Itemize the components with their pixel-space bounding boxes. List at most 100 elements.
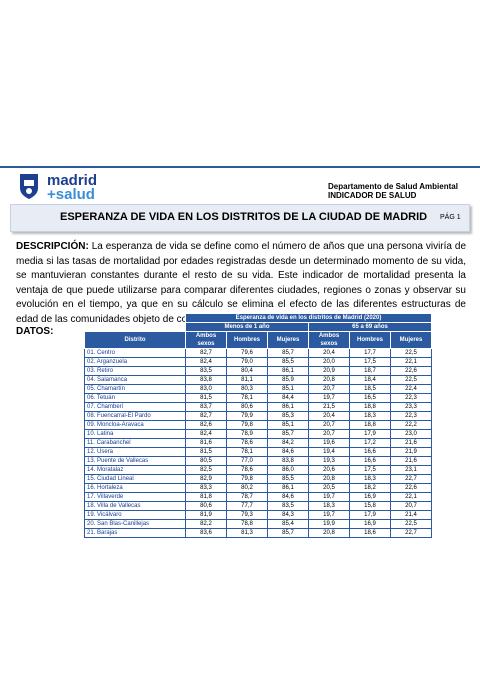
table-cell: 78,7: [226, 492, 268, 502]
table-cell: 85,7: [267, 429, 309, 439]
table-cell: 04. Salamanca: [84, 375, 186, 385]
table-cell: 18,3: [349, 474, 391, 484]
table-cell: 19,7: [308, 492, 350, 502]
table-cell: 17,7: [349, 348, 391, 358]
table-row: 16. Hortaleza 83,3 80,2 86,1 20,5 18,2 22,6: [84, 483, 432, 493]
table-cell: 16,9: [349, 492, 391, 502]
table-cell: Mujeres: [390, 331, 432, 349]
table-cell: 20,0: [308, 357, 350, 367]
table-cell: 22,5: [390, 348, 432, 358]
table-cell: 84,2: [267, 438, 309, 448]
table-cell: 85,4: [267, 519, 309, 529]
table-cell: 18,8: [349, 402, 391, 412]
table-cell: 20,7: [390, 501, 432, 511]
table-cell: 86,1: [267, 483, 309, 493]
table-cell: 81,9: [185, 510, 227, 520]
table-cell: 82,5: [185, 465, 227, 475]
table-row: 03. Retiro 83,5 80,4 86,1 20,9 18,7 22,6: [84, 366, 432, 376]
table-cell: 79,3: [226, 510, 268, 520]
table-cell: 84,4: [267, 393, 309, 403]
table-cell: 18,8: [349, 420, 391, 430]
table-cell: 18,4: [349, 375, 391, 385]
table-cell: 79,8: [226, 474, 268, 484]
table-cell: 18,3: [349, 411, 391, 421]
table-cell: 17,9: [349, 510, 391, 520]
data-table: Esperanza de vida en los distritos de Ma…: [84, 313, 432, 538]
table-cell: 09. Moncloa-Aravaca: [84, 420, 186, 430]
table-cell: 82,7: [185, 411, 227, 421]
table-cell: 22,6: [390, 366, 432, 376]
table-cell: 20,6: [308, 465, 350, 475]
table-cell: 83,8: [267, 456, 309, 466]
table-cell: 20,8: [308, 528, 350, 538]
table-row: 10. Latina 82,4 78,9 85,7 20,7 17,9 23,0: [84, 429, 432, 439]
logo-text: madrid: [47, 172, 98, 189]
table-row: Menos de 1 año 65 a 69 años: [85, 322, 432, 332]
table-cell: 21. Barajas: [84, 528, 186, 538]
table-cell: 18,6: [349, 528, 391, 538]
table-cell: 03. Retiro: [84, 366, 186, 376]
table-cell: 77,0: [226, 456, 268, 466]
table-cell: 22,3: [390, 393, 432, 403]
table-cell: 19,9: [308, 519, 350, 529]
table-cell: Ambos sexos: [185, 331, 227, 349]
table-cell: 83,3: [185, 483, 227, 493]
table-cell: 20,7: [308, 429, 350, 439]
table-cell: 16,9: [349, 519, 391, 529]
table-cell: 81,8: [185, 492, 227, 502]
table-row: 12. Usera 81,5 78,1 84,6 19,4 16,6 21,9: [84, 447, 432, 457]
table-cell: 83,6: [185, 528, 227, 538]
table-cell: 80,3: [226, 384, 268, 394]
table-cell: 83,7: [185, 402, 227, 412]
table-cell: 85,5: [267, 474, 309, 484]
table-cell: 85,3: [267, 411, 309, 421]
table-cell: 81,1: [226, 375, 268, 385]
table-cell: 20. San Blas-Canillejas: [84, 519, 186, 529]
table-cell: 83,0: [185, 384, 227, 394]
table-cell: Esperanza de vida en los distritos de Ma…: [185, 313, 432, 323]
logo-icon: [20, 174, 38, 199]
table-cell: 81,5: [185, 447, 227, 457]
table-cell: 77,7: [226, 501, 268, 511]
table-row: 07. Chamberí 83,7 80,6 86,1 21,5 18,8 23,3: [84, 402, 432, 412]
table-row: 11. Carabanchel 81,6 78,6 84,2 19,6 17,2 21,6: [84, 438, 432, 448]
table-cell: 19,4: [308, 447, 350, 457]
table-cell: 82,7: [185, 348, 227, 358]
table-cell: 16,6: [349, 456, 391, 466]
table-cell: 81,3: [226, 528, 268, 538]
title: ESPERANZA DE VIDA EN LOS DISTRITOS DE LA…: [60, 211, 428, 223]
empty-cell: [85, 323, 186, 332]
table-cell: 86,1: [267, 402, 309, 412]
table-cell: 07. Chamberí: [84, 402, 186, 412]
table-row: 08. Fuencarral-El Pardo 82,7 79,9 85,3 20,4 1…: [84, 411, 432, 421]
table-cell: 82,2: [185, 519, 227, 529]
table-cell: 11. Carabanchel: [84, 438, 186, 448]
table-row: 14. Moratalaz 82,5 78,6 86,0 20,6 17,5 23,1: [84, 465, 432, 475]
table-cell: 18,2: [349, 483, 391, 493]
table-cell: 79,8: [226, 420, 268, 430]
table-cell: 22,7: [390, 528, 432, 538]
indicator: INDICADOR DE SALUD: [328, 191, 417, 200]
table-cell: 19,6: [308, 438, 350, 448]
header-line: [0, 166, 480, 168]
table-cell: 16,6: [349, 447, 391, 457]
table-cell: 23,3: [390, 402, 432, 412]
title-bar: [10, 204, 470, 232]
table-cell: 10. Latina: [84, 429, 186, 439]
table-row: 05. Chamartín 83,0 80,3 85,1 20,7 18,5 22,4: [84, 384, 432, 394]
table-cell: 80,6: [185, 501, 227, 511]
data-label: DATOS:: [16, 326, 54, 337]
table-cell: 83,8: [185, 375, 227, 385]
description-text: La esperanza de vida se define como el n…: [16, 241, 466, 325]
table-row: 18. Villa de Vallecas 80,6 77,7 83,5 18,3 15,…: [84, 501, 432, 511]
table-cell: Hombres: [349, 331, 391, 349]
table-cell: 21,4: [390, 510, 432, 520]
department: Departamento de Salud Ambiental: [328, 182, 458, 191]
table-cell: 78,6: [226, 438, 268, 448]
table-cell: 21,5: [308, 402, 350, 412]
table-cell: 80,5: [185, 456, 227, 466]
table-cell: Hombres: [226, 331, 268, 349]
table-cell: 13. Puente de Vallecas: [84, 456, 186, 466]
table-cell: 22,1: [390, 492, 432, 502]
